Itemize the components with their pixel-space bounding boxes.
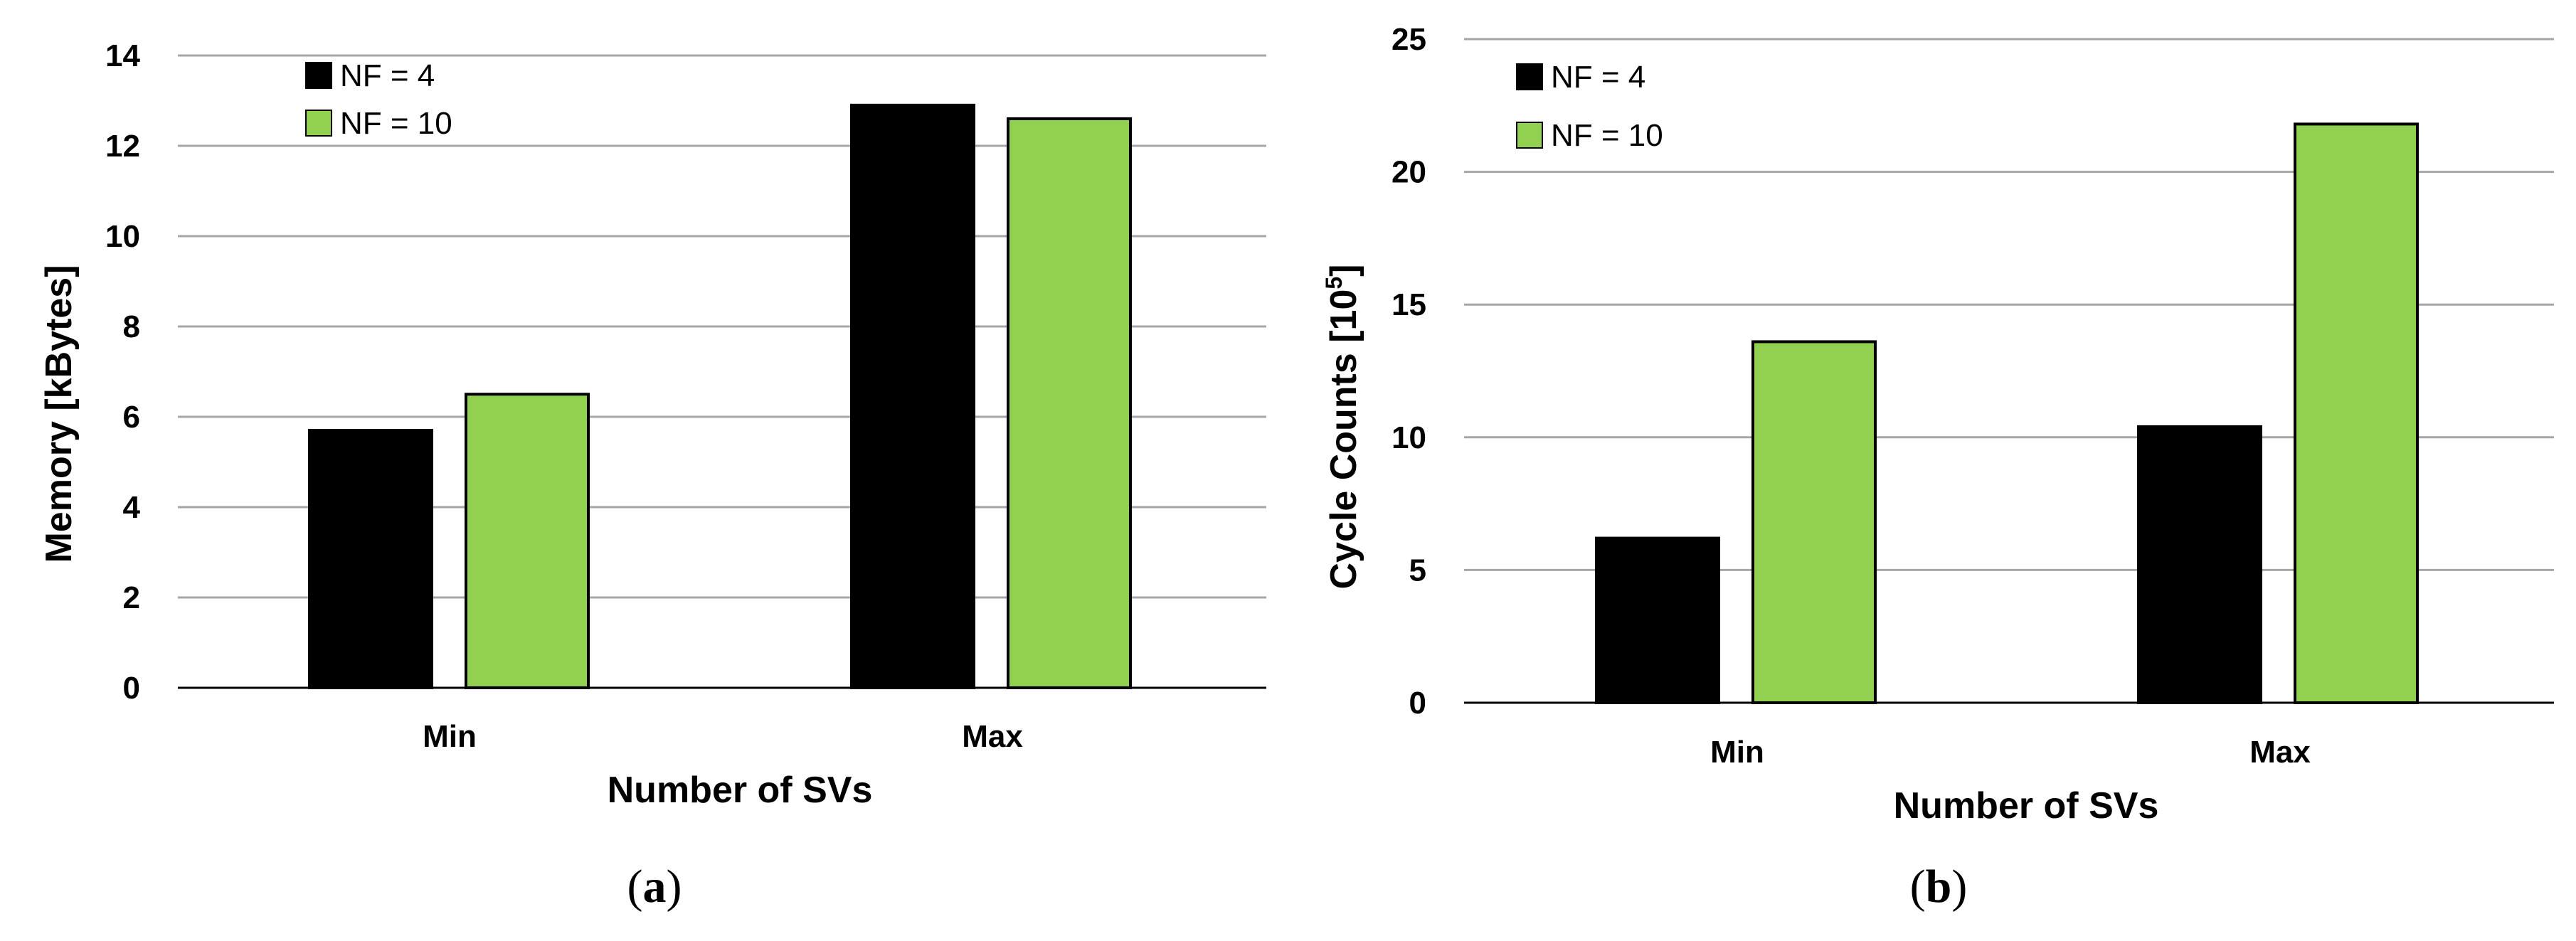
memory-y-tick-10: 10 (105, 219, 140, 254)
cycle-legend-swatch-nf10 (1516, 122, 1543, 149)
cycle-bar-nf10-max (2294, 122, 2419, 704)
memory-x-axis-title: Number of SVs (608, 770, 873, 811)
cycle-legend-swatch-nf4 (1516, 63, 1543, 90)
cycle-y-tick-5: 5 (1409, 553, 1426, 588)
memory-x-tick-max: Max (962, 719, 1023, 754)
memory-bar-nf10-min (465, 393, 590, 689)
cycle-y-axis-title: Cycle Counts [105] (1321, 264, 1364, 589)
memory-y-tick-0: 0 (123, 671, 140, 706)
memory-y-tick-4: 4 (123, 490, 141, 525)
cycle-count-chart: 0 5 10 15 20 25 Min Max Number of SVs Cycle C… (1321, 22, 2554, 913)
memory-chart: 0 2 4 6 8 10 12 14 Min Max Number of SVs Memory… (38, 38, 1266, 913)
memory-y-tick-8: 8 (123, 309, 140, 344)
cycle-legend: NF = 4 NF = 10 (1516, 60, 1663, 153)
cycle-bar-nf4-min (1595, 536, 1720, 705)
memory-bar-nf4-min (308, 429, 433, 689)
cycle-x-tick-min: Min (1710, 735, 1764, 770)
memory-bar-nf10-max (1007, 117, 1132, 689)
memory-legend-label-nf10: NF = 10 (340, 106, 452, 141)
memory-y-tick-2: 2 (123, 580, 140, 615)
memory-legend-swatch-nf10 (305, 110, 332, 137)
cycle-y-tick-10: 10 (1392, 420, 1426, 455)
cycle-legend-label-nf10: NF = 10 (1551, 118, 1663, 153)
memory-y-tick-6: 6 (123, 400, 140, 435)
cycle-bar-nf4-max (2137, 425, 2262, 704)
memory-y-axis-title: Memory [kBytes] (38, 265, 80, 563)
cycle-y-tick-15: 15 (1392, 287, 1426, 322)
memory-legend-label-nf4: NF = 4 (340, 58, 435, 93)
memory-y-tick-12: 12 (105, 129, 140, 164)
cycle-y-tick-25: 25 (1392, 22, 1426, 57)
panel-label-b: (b) (1910, 861, 1968, 913)
memory-legend: NF = 4 NF = 10 (305, 58, 452, 141)
panel-label-a: (a) (627, 861, 682, 913)
cycle-y-tick-20: 20 (1392, 155, 1426, 190)
memory-legend-swatch-nf4 (305, 62, 332, 89)
cycle-x-tick-max: Max (2249, 735, 2311, 770)
cycle-y-tick-0: 0 (1409, 686, 1426, 721)
memory-bar-nf4-max (850, 103, 975, 690)
cycle-x-axis-title: Number of SVs (1894, 785, 2159, 826)
cycle-bar-nf10-min (1751, 340, 1877, 704)
memory-y-tick-14: 14 (105, 38, 140, 73)
cycle-legend-label-nf4: NF = 4 (1551, 60, 1645, 95)
memory-x-tick-min: Min (423, 719, 477, 754)
